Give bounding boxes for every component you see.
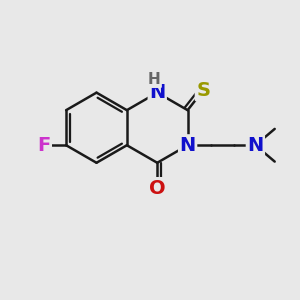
Text: F: F — [37, 136, 50, 155]
Text: O: O — [149, 178, 166, 197]
Text: S: S — [196, 81, 210, 100]
Text: N: N — [247, 136, 263, 155]
Text: N: N — [149, 83, 165, 102]
Text: H: H — [148, 72, 161, 87]
Text: N: N — [179, 136, 196, 155]
